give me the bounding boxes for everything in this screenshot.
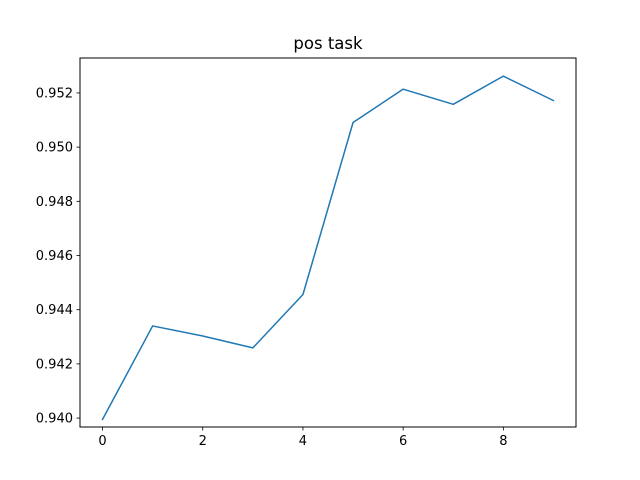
y-axis-ticks: 0.940 0.942 0.944 0.946 0.948 0.950 0.952 — [36, 86, 80, 427]
x-axis-ticks: 0 2 4 6 8 — [98, 427, 507, 449]
x-tick-label: 6 — [399, 434, 407, 449]
y-tick-label: 0.948 — [36, 195, 73, 210]
y-tick-label: 0.940 — [36, 412, 73, 427]
y-tick-label: 0.942 — [36, 357, 73, 372]
chart-title: pos task — [293, 34, 363, 53]
x-tick-label: 4 — [299, 434, 307, 449]
x-tick-label: 8 — [499, 434, 507, 449]
y-tick-label: 0.946 — [36, 249, 73, 264]
x-tick-label: 0 — [98, 434, 106, 449]
series-line — [101, 75, 555, 421]
y-tick-label: 0.944 — [36, 303, 73, 318]
plot-area-frame — [79, 57, 577, 428]
x-tick-label: 2 — [199, 434, 207, 449]
y-tick-label: 0.950 — [36, 141, 73, 156]
y-tick-label: 0.952 — [36, 86, 73, 101]
